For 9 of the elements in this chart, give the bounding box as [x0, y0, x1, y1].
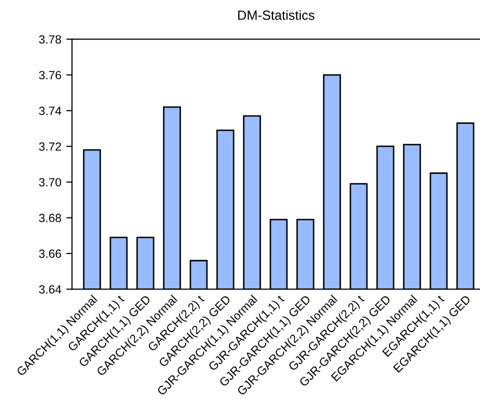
y-tick-label: 3.76 [39, 70, 62, 80]
y-tick-label: 3.74 [39, 106, 62, 116]
y-tick-label: 3.66 [39, 250, 62, 258]
y-tick-label: 3.64 [39, 285, 62, 294]
y-tick-label: 3.68 [39, 214, 62, 222]
y-tick-label: 3.78 [39, 35, 62, 44]
chart-title: DM-Statistics [238, 10, 314, 20]
y-tick-label: 3.72 [39, 142, 61, 151]
y-tick-label: 3.70 [39, 178, 62, 186]
